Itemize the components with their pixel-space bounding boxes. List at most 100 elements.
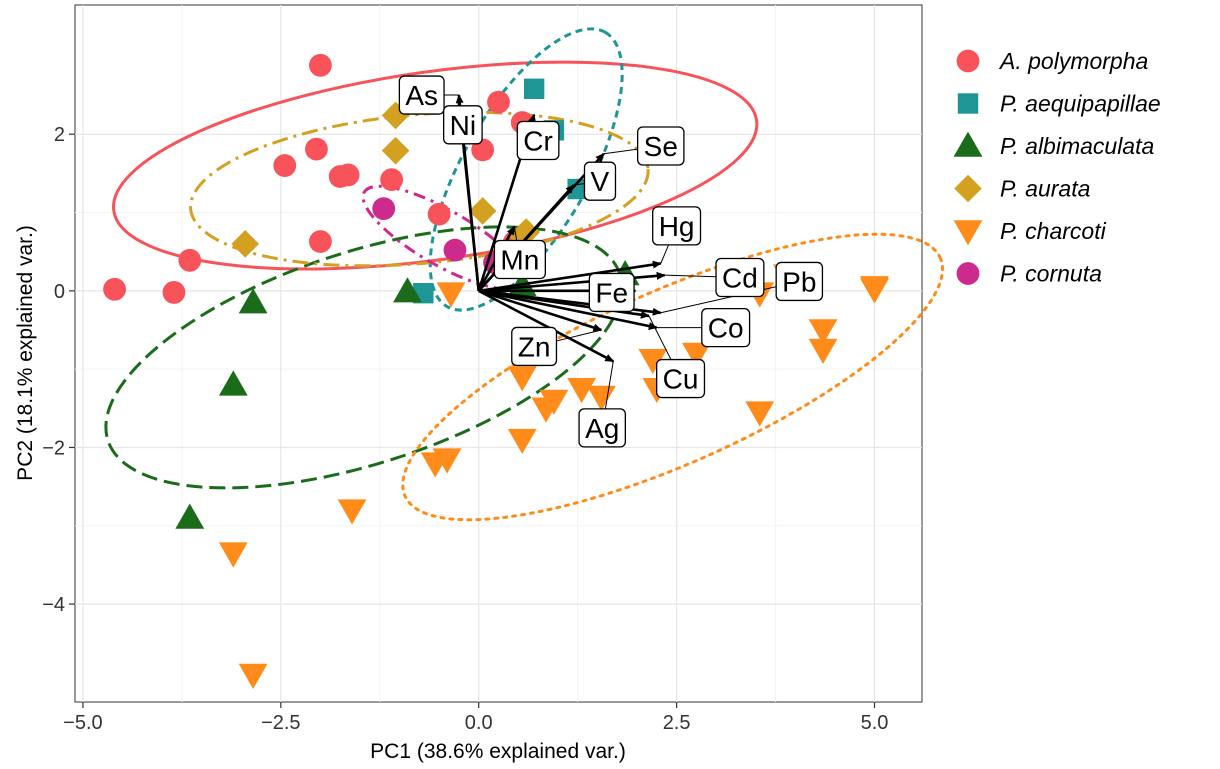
- loading-label-box: [398, 75, 445, 115]
- legend-key: [956, 49, 980, 73]
- loading-label-text: Cd: [722, 263, 758, 294]
- data-point: [218, 370, 248, 396]
- loading-label: Ni: [443, 105, 483, 145]
- data-point: [487, 90, 510, 114]
- data-point: [336, 163, 360, 187]
- data-point: [567, 377, 597, 404]
- loading-label: Cd: [715, 257, 765, 298]
- plot-panel: [74, 4, 923, 703]
- loading-arrow: [478, 289, 658, 330]
- data-point: [507, 366, 537, 392]
- loading-label-text: Cu: [663, 364, 699, 395]
- x-tick-label: 0.0: [465, 712, 493, 734]
- data-point: [427, 202, 451, 226]
- data-point: [808, 338, 838, 364]
- x-tick-label: −5.0: [63, 712, 102, 734]
- x-tick-label: 2.5: [663, 712, 691, 734]
- loading-label-text: As: [405, 80, 438, 111]
- data-point: [393, 277, 422, 303]
- data-point: [507, 428, 537, 455]
- data-point: [305, 137, 328, 161]
- loading-label-box: [516, 120, 560, 161]
- loading-label-box: [493, 239, 546, 280]
- loading-label-box: [701, 308, 751, 348]
- axis-layer: −5.0 −2.5 0.0 2.5 5.0 −4 −2 0 2: [42, 124, 888, 734]
- loading-arrow-layer: [455, 94, 666, 363]
- loading-label-box: [511, 326, 558, 367]
- loading-label-text: Zn: [518, 331, 551, 362]
- data-point: [308, 230, 332, 253]
- data-point: [523, 78, 545, 99]
- loading-label-text: Mn: [500, 245, 539, 276]
- loading-label-text: Co: [708, 313, 744, 344]
- loading-label-box: [637, 126, 685, 166]
- data-point: [238, 288, 268, 314]
- data-point: [380, 168, 404, 192]
- loading-label: Cr: [516, 120, 560, 161]
- data-point: [745, 401, 775, 427]
- loading-label-text: V: [590, 166, 609, 197]
- legend-label: P. aurata: [1000, 176, 1090, 202]
- x-tick-label: 5.0: [861, 712, 889, 734]
- data-point: [273, 154, 297, 177]
- loading-label-box: [652, 206, 702, 246]
- y-tick-label: −2: [42, 437, 65, 459]
- loading-label-text: Ni: [450, 110, 476, 141]
- data-point: [372, 197, 396, 221]
- loading-label-layer: As Ni Cr Se V Mn Hg Cd Pb Fe Co Zn Cu Ag: [398, 75, 824, 448]
- confidence-ellipse: [401, 232, 945, 522]
- data-point: [103, 277, 126, 301]
- data-point: [860, 276, 889, 302]
- loading-arrow: [478, 289, 615, 363]
- legend-key: [954, 174, 982, 203]
- loading-label-box: [656, 358, 706, 399]
- legend: A. polymorpha P. aequipapillae P. albimacu…: [953, 48, 1161, 287]
- loading-label: Mn: [493, 239, 546, 280]
- data-point: [681, 342, 711, 368]
- loading-label: Co: [701, 308, 751, 348]
- loading-label-box: [775, 261, 824, 302]
- loading-label: Cu: [656, 358, 706, 399]
- loading-label: Ag: [578, 408, 626, 448]
- data-point: [175, 503, 205, 529]
- legend-key: [957, 93, 979, 114]
- data-point: [162, 281, 186, 304]
- data-point: [178, 248, 202, 272]
- loading-label-box: [443, 105, 483, 145]
- loading-label: Fe: [588, 272, 635, 313]
- loading-label: As: [398, 75, 445, 115]
- loading-label: Hg: [652, 206, 702, 246]
- loading-label: Pb: [775, 261, 824, 302]
- x-tick-label: −2.5: [261, 712, 300, 734]
- data-point: [436, 282, 466, 308]
- loading-arrow: [478, 260, 662, 293]
- data-point: [337, 499, 367, 525]
- data-point: [308, 53, 332, 77]
- y-tick-label: 0: [54, 281, 65, 303]
- data-point: [381, 136, 410, 165]
- loading-label-box: [715, 257, 765, 298]
- loading-label: Se: [637, 126, 685, 166]
- legend-label: A. polymorpha: [998, 48, 1148, 74]
- data-point: [638, 348, 668, 375]
- data-point: [381, 101, 410, 130]
- y-tick-label: −4: [42, 594, 65, 616]
- legend-label: P. aequipapillae: [1000, 91, 1161, 117]
- loading-label-text: Cr: [523, 125, 553, 156]
- loading-label-text: Se: [644, 131, 678, 162]
- data-point: [443, 238, 467, 262]
- data-point: [231, 230, 259, 258]
- loading-label-text: Fe: [595, 277, 628, 308]
- loading-label: V: [583, 161, 617, 201]
- y-tick-label: 2: [54, 124, 65, 146]
- loading-label-box: [583, 161, 617, 201]
- legend-key: [953, 131, 983, 157]
- data-point: [468, 197, 497, 225]
- legend-key: [956, 262, 980, 285]
- data-point: [238, 663, 268, 689]
- legend-label: P. charcoti: [1000, 218, 1107, 244]
- y-axis-title: PC2 (18.1% explained var.): [14, 225, 37, 481]
- data-point: [539, 389, 569, 415]
